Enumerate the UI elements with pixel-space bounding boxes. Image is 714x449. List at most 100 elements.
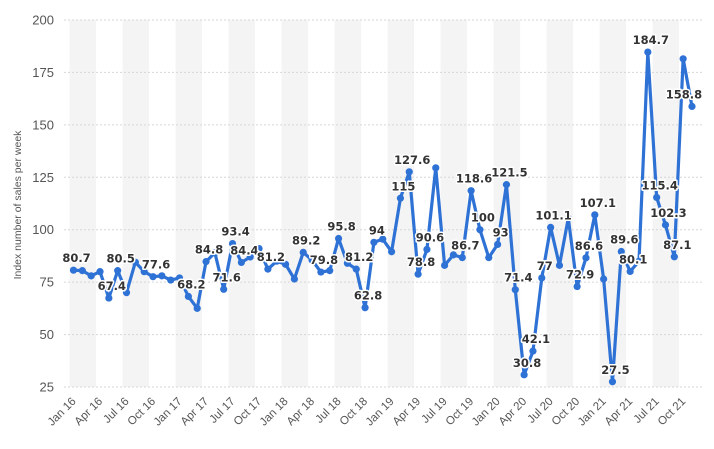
data-point[interactable]	[105, 294, 113, 302]
data-point[interactable]	[644, 48, 652, 56]
data-label: 127.6	[394, 153, 430, 167]
data-point[interactable]	[538, 274, 546, 282]
data-point[interactable]	[87, 272, 95, 280]
data-point[interactable]	[220, 285, 228, 293]
data-point[interactable]	[661, 221, 670, 229]
data-point[interactable]	[511, 286, 519, 294]
data-point[interactable]	[290, 275, 298, 283]
data-point[interactable]	[555, 261, 564, 269]
data-point[interactable]	[520, 371, 528, 379]
data-point[interactable]	[184, 292, 192, 301]
data-point[interactable]	[600, 275, 608, 283]
data-point[interactable]	[149, 273, 157, 281]
data-point[interactable]	[564, 214, 572, 222]
data-point[interactable]	[202, 257, 210, 266]
data-point[interactable]	[246, 253, 254, 261]
data-point[interactable]	[423, 245, 431, 254]
data-points[interactable]	[69, 48, 696, 386]
data-point[interactable]	[458, 254, 466, 262]
data-label: 80.7	[62, 251, 90, 265]
data-point[interactable]	[573, 282, 581, 291]
data-point[interactable]	[317, 268, 325, 276]
data-point[interactable]	[273, 257, 281, 265]
y-tick-label: 150	[32, 117, 54, 132]
x-tick-label: Jan 20	[470, 396, 503, 429]
data-label: 42.1	[522, 332, 550, 346]
data-point[interactable]	[308, 256, 316, 264]
data-point[interactable]	[255, 244, 263, 253]
data-label: 79.8	[310, 253, 338, 267]
data-point[interactable]	[167, 276, 175, 284]
x-tick-label: Oct 18	[338, 396, 370, 428]
data-point[interactable]	[591, 211, 599, 219]
data-point[interactable]	[158, 272, 166, 280]
data-point[interactable]	[334, 234, 343, 243]
data-point[interactable]	[140, 268, 148, 276]
data-point[interactable]	[529, 347, 537, 355]
data-point[interactable]	[653, 193, 661, 202]
data-point[interactable]	[96, 268, 104, 276]
data-point[interactable]	[131, 258, 139, 266]
x-tick-label: Jan 21	[576, 396, 609, 429]
data-point[interactable]	[361, 304, 369, 312]
data-point[interactable]	[617, 247, 625, 256]
background-band	[175, 20, 203, 387]
data-point[interactable]	[582, 254, 590, 262]
data-point[interactable]	[608, 378, 617, 386]
data-point[interactable]	[370, 238, 378, 246]
data-point[interactable]	[432, 164, 440, 172]
y-tick-label: 50	[40, 327, 54, 342]
data-point[interactable]	[441, 261, 449, 269]
data-point[interactable]	[281, 260, 290, 268]
data-point[interactable]	[414, 270, 422, 278]
data-point[interactable]	[379, 235, 387, 243]
data-point[interactable]	[326, 267, 334, 275]
data-point[interactable]	[502, 181, 511, 189]
data-point[interactable]	[387, 248, 396, 256]
data-point[interactable]	[352, 265, 360, 273]
data-point[interactable]	[449, 251, 458, 259]
data-label: 84.8	[195, 243, 223, 257]
data-point[interactable]	[635, 257, 643, 265]
data-point[interactable]	[485, 254, 493, 262]
data-point[interactable]	[78, 267, 86, 275]
data-point[interactable]	[396, 194, 405, 202]
data-label: 27.5	[601, 363, 629, 377]
x-tick-label: Oct 21	[656, 396, 688, 428]
data-point[interactable]	[670, 253, 678, 261]
data-label: 86.6	[575, 239, 603, 253]
data-point[interactable]	[299, 248, 307, 256]
data-label: 94	[369, 223, 385, 237]
data-label: 115	[391, 179, 415, 193]
data-point[interactable]	[175, 274, 184, 282]
data-point[interactable]	[405, 168, 413, 176]
background-band	[281, 20, 309, 387]
data-label: 93.4	[221, 225, 249, 239]
data-label: 77.6	[142, 258, 170, 272]
data-label: 30.8	[513, 356, 541, 370]
data-point[interactable]	[211, 249, 219, 257]
background-band	[334, 20, 362, 387]
data-label: 158.8	[666, 87, 702, 101]
data-point[interactable]	[679, 55, 687, 63]
data-point[interactable]	[688, 102, 696, 111]
data-point[interactable]	[69, 266, 78, 274]
data-point[interactable]	[476, 226, 484, 234]
data-point[interactable]	[228, 239, 237, 248]
x-tick-label: Apr 19	[391, 396, 423, 428]
data-point[interactable]	[237, 258, 245, 267]
data-labels: 80.767.480.5 77.668.284.871.693.484.481.2…	[61, 32, 704, 379]
data-label: 71.6	[213, 270, 241, 284]
data-point[interactable]	[626, 267, 634, 276]
data-point[interactable]	[547, 223, 555, 232]
data-point[interactable]	[114, 267, 122, 275]
data-label: 77	[537, 259, 553, 273]
data-point[interactable]	[494, 240, 502, 248]
data-point[interactable]	[343, 259, 352, 267]
data-point[interactable]	[264, 265, 272, 273]
data-point[interactable]	[193, 304, 201, 312]
data-point[interactable]	[467, 187, 475, 195]
data-point[interactable]	[122, 289, 131, 297]
